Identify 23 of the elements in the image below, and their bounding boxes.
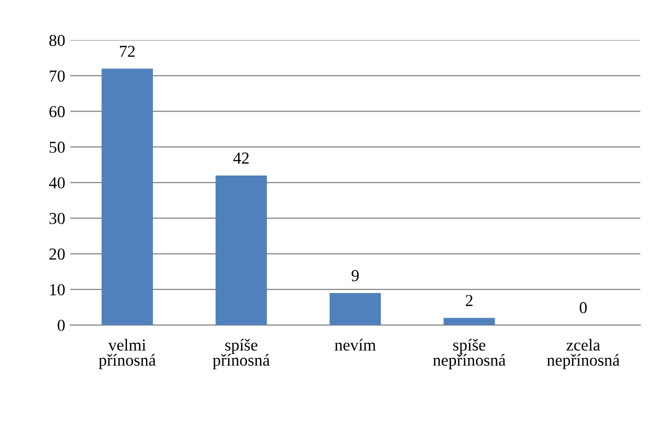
x-tick-label: velmi přínosná	[98, 338, 156, 370]
y-tick-label: 10	[50, 284, 65, 296]
x-tick-label: zcela nepřínosná	[547, 338, 620, 370]
bar	[330, 292, 381, 326]
y-tick-label: 30	[50, 212, 65, 224]
bar	[444, 318, 495, 326]
y-tick-label: 40	[49, 177, 65, 189]
data-label: 9	[352, 270, 359, 282]
y-tick-label: 20	[49, 248, 65, 260]
data-label: 42	[233, 152, 249, 164]
x-tick-label: spíše přínosná	[212, 338, 270, 370]
data-label: 72	[120, 46, 135, 57]
y-tick-label: 50	[50, 142, 65, 153]
data-label: 0	[580, 302, 587, 314]
x-tick-label: nevím	[334, 338, 376, 351]
y-tick-label: 70	[50, 70, 65, 82]
bar	[216, 175, 267, 326]
bar	[102, 68, 153, 326]
x-tick-label: spíše nepřínosná	[433, 338, 506, 370]
y-tick-label: 0	[58, 320, 65, 331]
y-tick-label: 80	[49, 34, 65, 46]
data-label: 2	[466, 294, 472, 306]
y-tick-label: 60	[49, 106, 65, 118]
